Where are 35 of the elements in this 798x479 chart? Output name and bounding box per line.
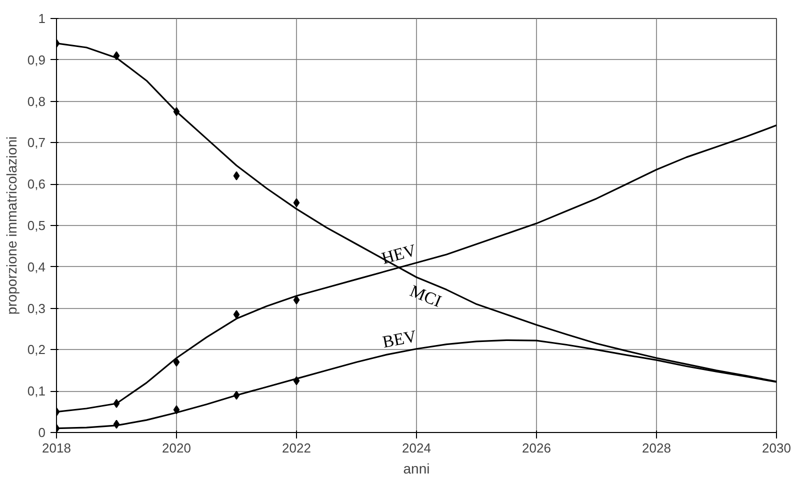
x-tick-label: 2020 bbox=[162, 440, 191, 456]
y-tick-label: 0,8 bbox=[27, 94, 46, 109]
point bbox=[173, 358, 180, 367]
x-tick-label: 2024 bbox=[402, 440, 431, 456]
point bbox=[293, 296, 300, 305]
y-tick-label: 0,3 bbox=[27, 300, 46, 316]
y-tick-label: 0,5 bbox=[27, 218, 46, 233]
text: BEV bbox=[380, 326, 419, 352]
point bbox=[113, 51, 120, 60]
y-tick-label: 0,1 bbox=[27, 384, 46, 399]
point bbox=[233, 171, 240, 180]
point bbox=[113, 420, 120, 429]
x-tick-label: 2022 bbox=[282, 440, 311, 456]
y-axis-title: proporzione immatricolazioni bbox=[3, 136, 20, 315]
x-tick-label: 2026 bbox=[522, 440, 551, 456]
point bbox=[233, 310, 240, 320]
point bbox=[233, 390, 240, 400]
y-tick-label: 0,9 bbox=[27, 52, 46, 68]
point bbox=[293, 198, 300, 208]
y-tick-label: 0,7 bbox=[27, 135, 46, 150]
y-tick-label: 0,6 bbox=[27, 176, 46, 192]
x-axis-title: anni bbox=[403, 460, 430, 476]
point bbox=[293, 376, 300, 386]
point bbox=[113, 399, 120, 408]
x-tick-label: 2018 bbox=[42, 440, 71, 456]
point bbox=[173, 107, 180, 116]
text: HEV bbox=[379, 240, 419, 268]
y-tick-label: 0,2 bbox=[27, 342, 46, 358]
x-tick-label: 2028 bbox=[642, 440, 671, 456]
y-tick-label: 1 bbox=[38, 11, 46, 26]
x-tick-label: 2030 bbox=[762, 440, 791, 456]
point bbox=[173, 405, 180, 414]
y-tick-label: 0,4 bbox=[27, 259, 46, 274]
y-tick-label: 0 bbox=[38, 425, 46, 440]
text: MCI bbox=[407, 281, 444, 312]
